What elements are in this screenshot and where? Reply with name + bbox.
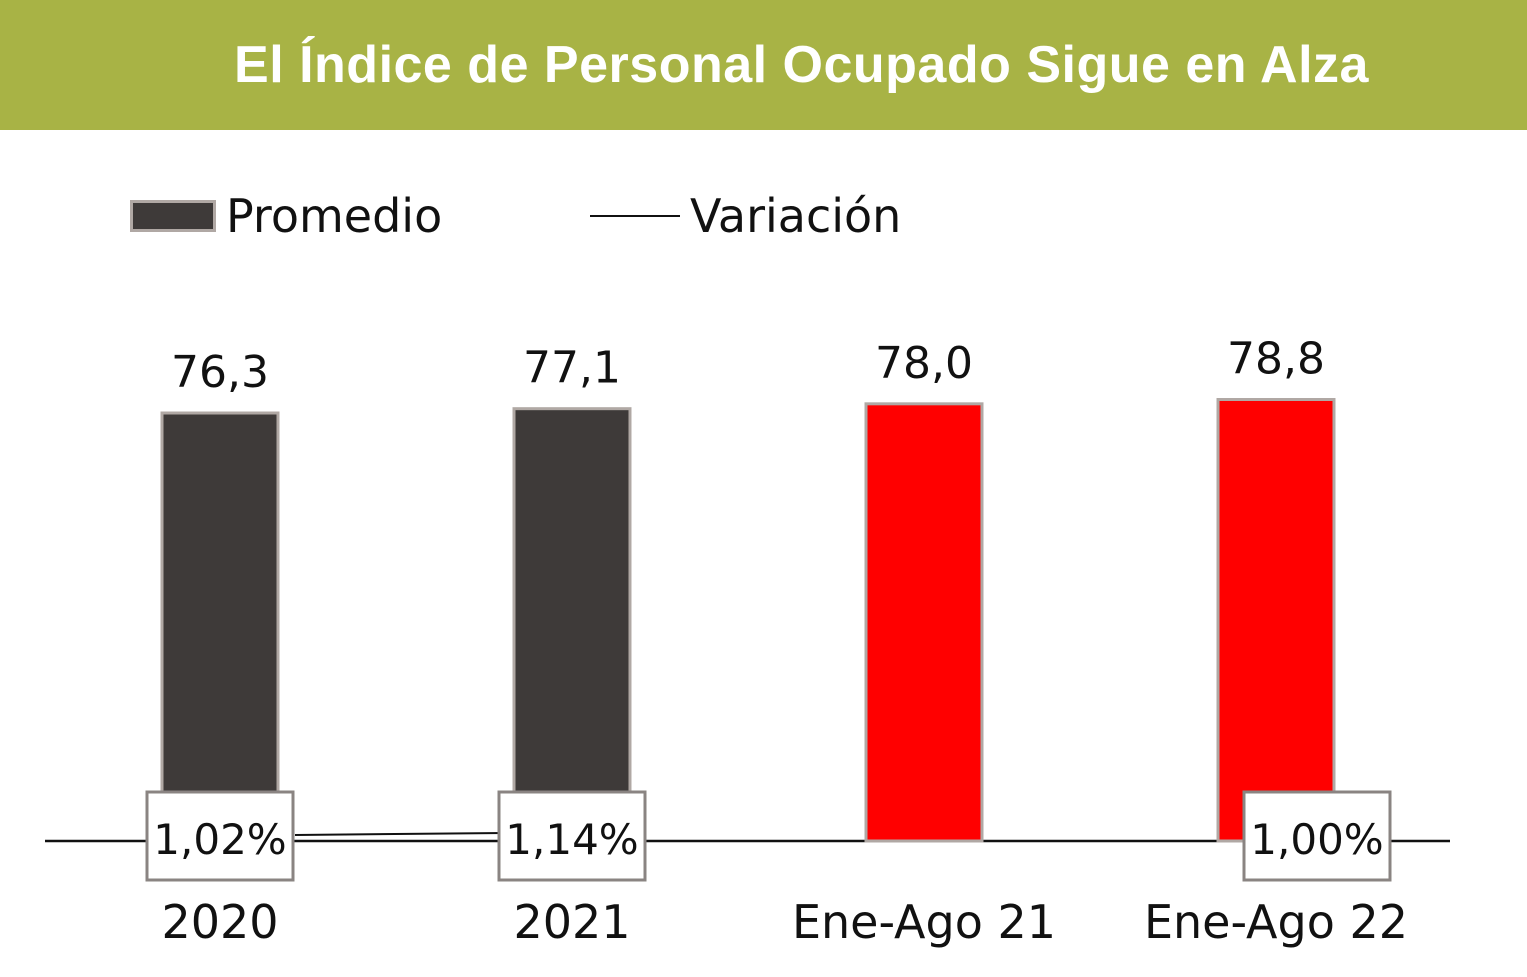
legend-item-promedio: Promedio xyxy=(130,186,442,246)
bar-value-label-3: 78,0 xyxy=(875,338,973,389)
legend-item-variacion: Variación xyxy=(590,186,901,246)
variacion-box-4 xyxy=(1242,790,1392,882)
variacion-box-2 xyxy=(497,790,647,882)
legend-label-variacion: Variación xyxy=(690,189,902,243)
bar-value-label-4: 78,8 xyxy=(1227,334,1325,385)
variacion-box-1 xyxy=(145,790,295,882)
bar-1 xyxy=(160,411,280,843)
bar-3 xyxy=(864,402,984,843)
variacion-label-2: 1,14% xyxy=(505,815,638,864)
bar-value-label-2: 77,1 xyxy=(523,343,621,394)
variacion-label-1: 1,02% xyxy=(153,815,286,864)
variacion-label-4: 1,00% xyxy=(1250,815,1383,864)
chart-title: El Índice de Personal Ocupado Sigue en A… xyxy=(234,36,1369,94)
bar-4 xyxy=(1216,398,1336,843)
x-tick-label-1: 2020 xyxy=(161,895,278,949)
title-bar: El Índice de Personal Ocupado Sigue en A… xyxy=(0,0,1527,130)
x-tick-label-3: Ene-Ago 21 xyxy=(792,895,1056,949)
x-tick-label-2: 2021 xyxy=(513,895,630,949)
x-tick-label-4: Ene-Ago 22 xyxy=(1144,895,1408,949)
legend-line-variacion xyxy=(590,215,680,217)
variacion-line xyxy=(294,832,506,836)
legend-label-promedio: Promedio xyxy=(226,189,443,243)
bar-value-label-1: 76,3 xyxy=(171,347,269,398)
bar-2 xyxy=(512,407,632,843)
legend-swatch-promedio xyxy=(130,200,216,232)
